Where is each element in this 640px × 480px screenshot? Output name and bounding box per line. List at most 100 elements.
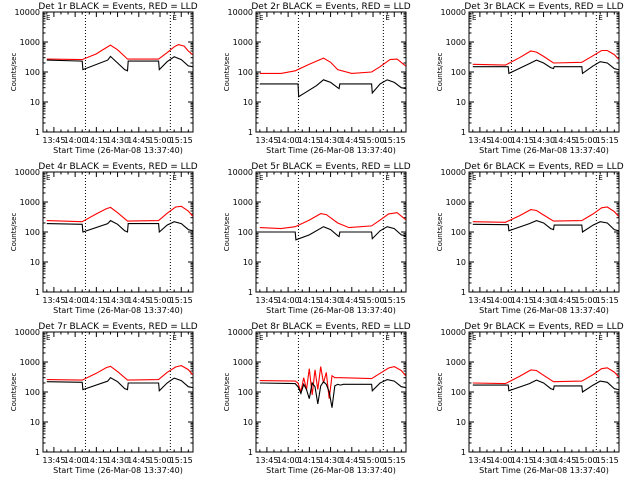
x-tick-label: 15:15 xyxy=(170,456,193,465)
x-tick-label: 14:45 xyxy=(127,296,150,305)
x-tick-label: 14:15 xyxy=(511,296,534,305)
x-tick-label: 13:45 xyxy=(255,456,278,465)
corner-marker-label: E xyxy=(598,14,602,22)
detector-panel: Det 1r BLACK = Events, RED = LLD 1 10 100 10… xyxy=(10,2,198,155)
corner-marker-label: E xyxy=(472,174,476,182)
y-tick-label: 1 xyxy=(35,448,40,457)
y-tick-label: 10000 xyxy=(441,168,466,177)
x-tick-label: 14:45 xyxy=(340,456,363,465)
detector-panel: Det 7r BLACK = Events, RED = LLD 1 10 100 10… xyxy=(10,322,198,475)
corner-marker-label: E xyxy=(385,334,389,342)
y-tick-label: 10000 xyxy=(441,328,466,337)
y-tick-label: 1000 xyxy=(446,358,466,367)
corner-marker-label: E xyxy=(385,174,389,182)
x-tick-label: 14:45 xyxy=(340,136,363,145)
x-tick-label: 15:15 xyxy=(596,296,619,305)
y-axis-label: Counts/sec xyxy=(10,373,18,412)
y-tick-label: 1000 xyxy=(446,198,466,207)
y-tick-label: 1000 xyxy=(20,358,40,367)
panel-title: Det 3r BLACK = Events, RED = LLD xyxy=(464,2,623,12)
corner-marker-label: E xyxy=(472,334,476,342)
corner-marker-label: E xyxy=(385,14,389,22)
corner-marker-label: E xyxy=(472,14,476,22)
x-tick-label: 14:30 xyxy=(106,296,129,305)
x-tick-label: 13:45 xyxy=(42,456,65,465)
x-axis-label: Start Time (26-Mar-08 13:37:40) xyxy=(53,466,183,475)
x-tick-label: 14:15 xyxy=(511,456,534,465)
x-tick-label: 14:30 xyxy=(106,136,129,145)
y-tick-label: 10000 xyxy=(441,8,466,17)
x-tick-label: 14:15 xyxy=(85,456,108,465)
y-tick-label: 1 xyxy=(248,128,253,137)
x-tick-label: 14:45 xyxy=(340,296,363,305)
y-tick-label: 10000 xyxy=(15,168,40,177)
y-tick-label: 10 xyxy=(243,418,253,427)
x-tick-label: 14:00 xyxy=(490,136,513,145)
y-tick-label: 100 xyxy=(25,388,40,397)
y-tick-label: 10 xyxy=(456,258,466,267)
detector-panel: Det 3r BLACK = Events, RED = LLD 1 10 100 10… xyxy=(436,2,624,155)
panel-title: Det 2r BLACK = Events, RED = LLD xyxy=(251,2,410,12)
y-tick-label: 10 xyxy=(30,418,40,427)
x-tick-label: 13:45 xyxy=(42,296,65,305)
detector-panel: Det 5r BLACK = Events, RED = LLD 1 10 100 10… xyxy=(223,162,411,315)
x-tick-label: 15:00 xyxy=(361,456,384,465)
y-tick-label: 1000 xyxy=(446,38,466,47)
lld-series-line xyxy=(259,57,406,74)
y-tick-label: 10 xyxy=(243,98,253,107)
y-tick-label: 1 xyxy=(461,288,466,297)
x-tick-label: 15:00 xyxy=(148,136,171,145)
events-series-line xyxy=(46,376,193,393)
x-tick-label: 14:15 xyxy=(85,136,108,145)
corner-marker-label: E xyxy=(598,334,602,342)
y-tick-label: 10 xyxy=(456,98,466,107)
y-tick-label: 1 xyxy=(461,448,466,457)
x-axis-label: Start Time (26-Mar-08 13:37:40) xyxy=(53,306,183,315)
y-tick-label: 100 xyxy=(238,228,253,237)
x-tick-label: 14:00 xyxy=(277,456,300,465)
detector-panel: Det 2r BLACK = Events, RED = LLD 1 10 100 10… xyxy=(223,2,411,155)
x-tick-label: 15:00 xyxy=(574,296,597,305)
x-tick-label: 13:45 xyxy=(468,456,491,465)
y-tick-label: 10000 xyxy=(228,328,253,337)
x-tick-label: 14:30 xyxy=(532,296,555,305)
corner-marker-label: E xyxy=(172,334,176,342)
panel-title: Det 1r BLACK = Events, RED = LLD xyxy=(38,2,197,12)
x-tick-label: 14:00 xyxy=(64,296,87,305)
y-tick-label: 100 xyxy=(25,68,40,77)
x-tick-label: 15:15 xyxy=(596,456,619,465)
x-tick-label: 14:30 xyxy=(319,296,342,305)
x-tick-label: 14:15 xyxy=(298,136,321,145)
x-tick-label: 15:00 xyxy=(361,136,384,145)
corner-marker-label: E xyxy=(259,174,263,182)
y-tick-label: 10000 xyxy=(15,8,40,17)
x-tick-label: 14:30 xyxy=(532,456,555,465)
events-series-line xyxy=(259,226,406,241)
x-tick-label: 14:30 xyxy=(319,456,342,465)
x-tick-label: 13:45 xyxy=(42,136,65,145)
x-tick-label: 14:00 xyxy=(64,136,87,145)
corner-marker-label: E xyxy=(46,14,50,22)
x-tick-label: 13:45 xyxy=(468,296,491,305)
x-tick-label: 15:00 xyxy=(361,296,384,305)
x-tick-label: 15:00 xyxy=(574,136,597,145)
detector-panel: Det 9r BLACK = Events, RED = LLD 1 10 100 10… xyxy=(436,322,624,475)
detector-panel: Det 6r BLACK = Events, RED = LLD 1 10 100 10… xyxy=(436,162,624,315)
panel-title: Det 9r BLACK = Events, RED = LLD xyxy=(464,322,623,332)
lld-series-line xyxy=(472,206,620,223)
y-axis-label: Counts/sec xyxy=(436,373,444,412)
y-tick-label: 100 xyxy=(451,228,466,237)
events-series-line xyxy=(472,220,619,233)
events-series-line xyxy=(259,79,406,98)
events-series-line xyxy=(46,55,193,72)
lld-series-line xyxy=(472,367,620,385)
events-series-line xyxy=(472,379,619,393)
y-tick-label: 1 xyxy=(35,128,40,137)
panel-title: Det 8r BLACK = Events, RED = LLD xyxy=(251,322,410,332)
y-axis-label: Counts/sec xyxy=(10,213,18,252)
y-tick-label: 10 xyxy=(30,98,40,107)
panel-title: Det 7r BLACK = Events, RED = LLD xyxy=(38,322,197,332)
corner-marker-label: E xyxy=(46,174,50,182)
corner-marker-label: E xyxy=(259,334,263,342)
detector-panel: Det 8r BLACK = Events, RED = LLD 1 10 100 10… xyxy=(223,322,411,475)
